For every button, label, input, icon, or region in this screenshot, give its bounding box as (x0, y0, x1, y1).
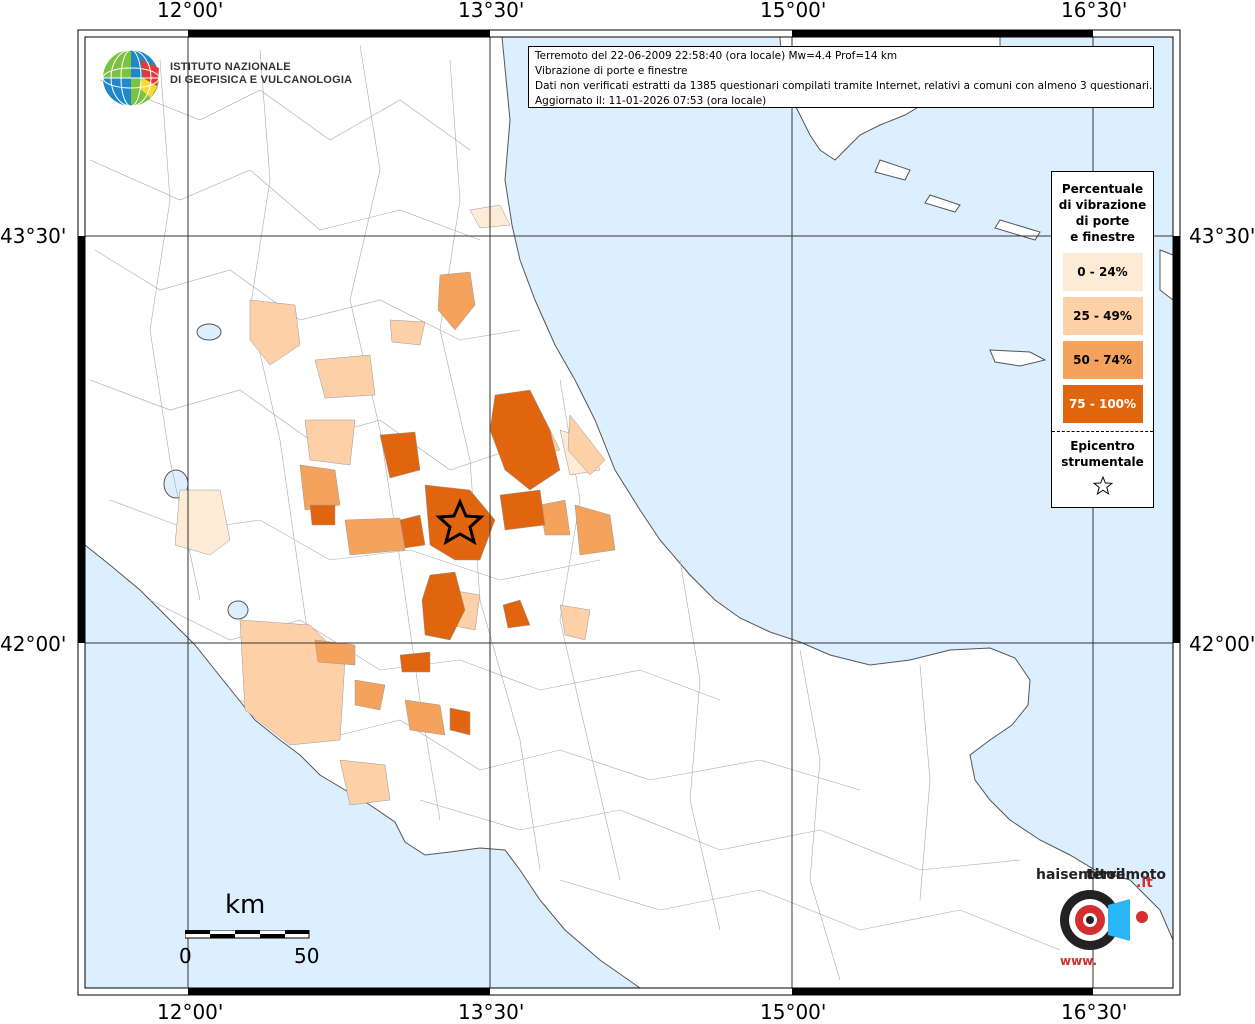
area-0-24 (174, 489, 231, 556)
area-75-100 (379, 431, 421, 479)
area-75-100 (489, 389, 561, 491)
event-info-box: Terremoto del 22-06-2009 22:58:40 (ora l… (528, 46, 1154, 108)
area-75-100 (309, 504, 336, 526)
area-75-100 (399, 651, 431, 673)
scale-unit: km (225, 890, 266, 920)
area-75-100 (502, 599, 531, 629)
lat-label-right: 42°00' (1189, 632, 1255, 656)
scale-start: 0 (179, 944, 192, 968)
area-75-100 (421, 571, 466, 641)
lon-label-top: 13°30' (458, 0, 525, 22)
area-75-100 (424, 484, 496, 561)
lon-label-top: 15°00' (760, 0, 827, 22)
legend-class-25-49: 25 - 49% (1062, 297, 1143, 335)
event-title: Terremoto del 22-06-2009 22:58:40 (ora l… (535, 50, 898, 62)
logo-arc-text-3: .it (1136, 875, 1153, 891)
area-25-49 (249, 299, 301, 366)
legend-class-50-74: 50 - 74% (1062, 341, 1143, 379)
area-25-49 (389, 319, 426, 346)
area-50-74 (299, 464, 341, 511)
area-50-74 (404, 699, 446, 736)
intensity-areas (174, 204, 616, 806)
logo-arc-text-1: haisentitoil (1036, 867, 1125, 883)
lake-bolsena (196, 323, 222, 341)
coast-islands (874, 159, 1174, 367)
area-50-74 (354, 679, 386, 711)
area-25-49 (304, 419, 356, 466)
legend: Percentuale di vibrazione di porte e fin… (1051, 171, 1154, 508)
update-timestamp: Aggiornato il: 11-01-2026 07:53 (ora loc… (535, 95, 767, 107)
lat-label-left: 42°00' (0, 632, 67, 656)
legend-divider (1052, 431, 1153, 432)
legend-class-75-100: 75 - 100% (1062, 385, 1143, 423)
logo-arc-text-2: terremoto (1086, 867, 1166, 883)
italy-landmass (84, 36, 1174, 989)
legend-title: Percentuale di vibrazione di porte e fin… (1058, 182, 1147, 244)
area-75-100 (399, 514, 426, 549)
lon-label-top: 12°00' (157, 0, 224, 22)
lon-label-bottom: 15°00' (760, 1000, 827, 1024)
area-75-100 (449, 707, 471, 736)
lat-label-right: 43°30' (1189, 224, 1255, 248)
lake-bracciano (227, 600, 249, 620)
area-75-100 (499, 489, 546, 531)
legend-class-0-24: 0 - 24% (1062, 253, 1143, 291)
data-note: Dati non verificati estratti da 1385 que… (535, 80, 1153, 92)
area-50-74 (539, 499, 571, 536)
area-50-74 (574, 504, 616, 556)
lon-label-bottom: 16°30' (1061, 1000, 1128, 1024)
lon-label-bottom: 12°00' (157, 1000, 224, 1024)
lon-label-bottom: 13°30' (458, 1000, 525, 1024)
scale-bar-graphic (185, 930, 310, 939)
area-50-74 (344, 517, 406, 556)
scale-end: 50 (294, 944, 320, 968)
area-50-74 (437, 271, 476, 331)
target-megaphone-icon: haisentitoil www. terremoto .it (1036, 867, 1166, 968)
area-25-49 (314, 354, 376, 399)
graticule (85, 37, 1173, 988)
area-25-49 (559, 604, 591, 641)
ingv-globe-icon (102, 49, 160, 107)
area-25-49 (339, 759, 391, 806)
area-25-49 (567, 414, 606, 476)
lat-label-left: 43°30' (0, 224, 67, 248)
epicenter-star-icon (435, 498, 485, 546)
scale-bar: km 0 50 (178, 890, 338, 980)
legend-epicenter-label: Epicentro strumentale (1061, 439, 1144, 469)
map-subject: Vibrazione di porte e finestre (535, 65, 688, 77)
lon-label-top: 16°30' (1061, 0, 1128, 22)
star-outline-icon (1052, 475, 1153, 499)
logo-www-text: www. (1060, 954, 1097, 968)
ingv-name: ISTITUTO NAZIONALE DI GEOFISICA E VULCAN… (170, 61, 353, 86)
